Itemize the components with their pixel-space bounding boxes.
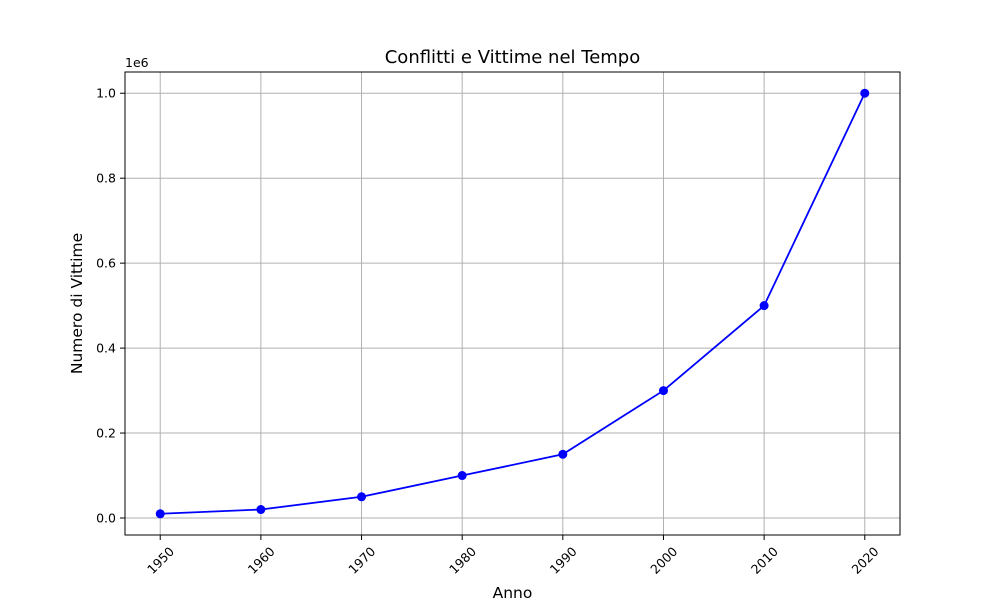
chart-title: Conflitti e Vittime nel Tempo — [385, 47, 641, 68]
data-point — [457, 471, 467, 481]
x-tick-label: 1990 — [547, 544, 580, 577]
plot-frame — [124, 71, 901, 536]
grid-lines — [125, 72, 900, 535]
data-point — [357, 492, 367, 502]
x-axis-label: Anno — [493, 584, 533, 600]
x-tick-label: 2000 — [647, 544, 680, 577]
y-tick-label: 0.0 — [96, 511, 116, 526]
data-point — [558, 449, 568, 459]
x-tick-label: 1980 — [446, 544, 479, 577]
y-tick-label: 0.6 — [96, 256, 116, 271]
data-point — [860, 88, 870, 98]
y-axis: 0.0 0.2 0.4 0.6 0.8 1.0 — [96, 86, 125, 526]
y-tick-label: 0.2 — [96, 426, 116, 441]
x-tick-label: 1950 — [144, 544, 177, 577]
data-point — [759, 301, 769, 311]
data-point — [658, 386, 668, 396]
data-point — [256, 505, 266, 515]
x-tick-label: 2010 — [748, 544, 781, 577]
x-axis: 1950 1960 1970 1980 1990 2000 2010 2020 — [144, 535, 882, 577]
y-tick-label: 0.8 — [96, 171, 116, 186]
data-point — [155, 509, 165, 519]
y-tick-label: 1.0 — [96, 86, 116, 101]
x-tick-label: 2020 — [849, 544, 882, 577]
x-tick-label: 1970 — [345, 544, 378, 577]
y-offset-label: 1e6 — [125, 55, 149, 70]
y-axis-label: Numero di Vittime — [68, 233, 86, 374]
x-tick-label: 1960 — [245, 544, 278, 577]
series-line — [160, 92, 866, 515]
y-tick-label: 0.4 — [96, 341, 116, 356]
series-layer — [155, 88, 870, 519]
